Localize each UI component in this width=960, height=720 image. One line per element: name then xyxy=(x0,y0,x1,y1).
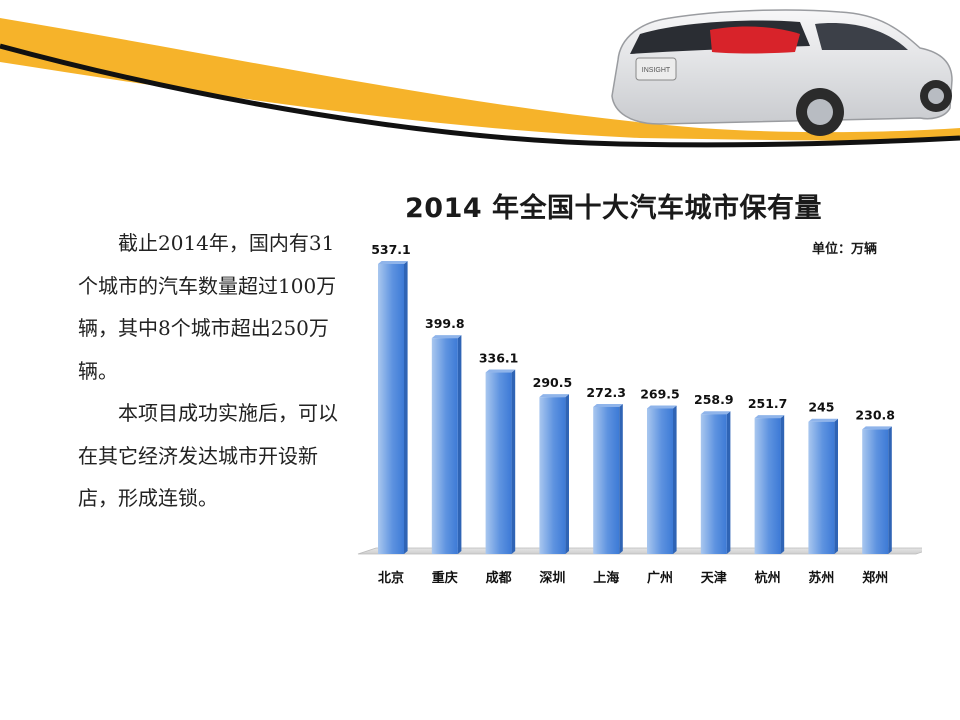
bar xyxy=(431,338,458,554)
bar xyxy=(539,397,566,554)
bar-side xyxy=(565,394,569,554)
chart-unit-label: 单位：万辆 xyxy=(812,242,878,257)
bar-value-label: 251.7 xyxy=(748,396,788,411)
bar xyxy=(378,264,404,554)
category-label: 重庆 xyxy=(432,570,458,586)
bar-top xyxy=(593,403,623,407)
category-label: 深圳 xyxy=(539,570,565,586)
bar-value-label: 399.8 xyxy=(425,316,465,331)
swoosh-gold-band xyxy=(0,18,960,141)
bar-side xyxy=(888,426,892,554)
bar-side xyxy=(619,403,623,554)
bar xyxy=(700,414,727,554)
category-label: 苏州 xyxy=(808,570,834,586)
category-label: 广州 xyxy=(647,570,673,586)
car-badge: INSIGHT xyxy=(642,67,671,74)
bar-value-label: 245 xyxy=(808,400,834,415)
bar-top xyxy=(808,418,838,422)
bar-chart: 537.1 北京 399.8 重庆 336.1 成都 290.5 深圳 272.3 上海 269.5… xyxy=(357,242,922,586)
bar-side xyxy=(673,405,677,554)
category-label: 北京 xyxy=(378,570,404,586)
bar-value-label: 258.9 xyxy=(694,392,734,407)
category-label: 上海 xyxy=(593,570,619,586)
bar-value-label: 336.1 xyxy=(479,351,519,366)
bar-top xyxy=(700,411,731,415)
bar-side xyxy=(404,261,408,554)
bar-value-label: 290.5 xyxy=(533,375,573,390)
category-label: 天津 xyxy=(701,570,727,586)
bar-side xyxy=(457,335,462,554)
bar xyxy=(593,406,620,554)
swoosh-black-line xyxy=(0,43,960,148)
bar-value-label: 272.3 xyxy=(586,385,626,400)
bar xyxy=(754,418,781,554)
bar-top xyxy=(647,405,677,409)
car-front-hub xyxy=(928,88,944,104)
bar-top xyxy=(539,394,569,398)
bar-top xyxy=(378,261,408,264)
bar-top xyxy=(485,369,516,373)
bar-top xyxy=(431,335,462,339)
car-image: INSIGHT xyxy=(611,9,953,136)
car-side-window xyxy=(815,23,908,50)
car-taillight xyxy=(710,26,800,54)
bar-side xyxy=(511,369,516,554)
bar-value-label: 537.1 xyxy=(371,242,411,257)
bar xyxy=(485,372,512,554)
car-rear-hub xyxy=(807,99,833,125)
bar xyxy=(808,421,835,554)
chart-title: 2014 年全国十大汽车城市保有量 xyxy=(405,193,823,224)
bar xyxy=(862,429,889,554)
bar-value-label: 230.8 xyxy=(855,407,895,422)
category-label: 郑州 xyxy=(862,570,888,586)
bar-top xyxy=(754,415,785,419)
bar-side xyxy=(780,415,785,554)
bar-side xyxy=(834,418,838,554)
header-swoosh xyxy=(0,18,960,148)
bar-top xyxy=(862,426,892,430)
category-label: 杭州 xyxy=(755,570,781,586)
bar-value-label: 269.5 xyxy=(640,386,680,401)
bar xyxy=(647,408,673,554)
car-license-plate xyxy=(635,57,677,81)
intro-paragraph-text: 截止2014年，国内有31个城市的汽车数量超过100万辆，其中8个城市超出250… xyxy=(78,231,337,383)
outlook-paragraph-text: 本项目成功实施后，可以在其它经济发达城市开设新店，形成连锁。 xyxy=(78,401,338,510)
intro-paragraph: 截止2014年，国内有31个城市的汽车数量超过100万辆，其中8个城市超出250… xyxy=(78,222,348,392)
category-label: 成都 xyxy=(486,570,512,586)
bar-side xyxy=(726,411,731,554)
outlook-paragraph: 本项目成功实施后，可以在其它经济发达城市开设新店，形成连锁。 xyxy=(78,392,348,520)
